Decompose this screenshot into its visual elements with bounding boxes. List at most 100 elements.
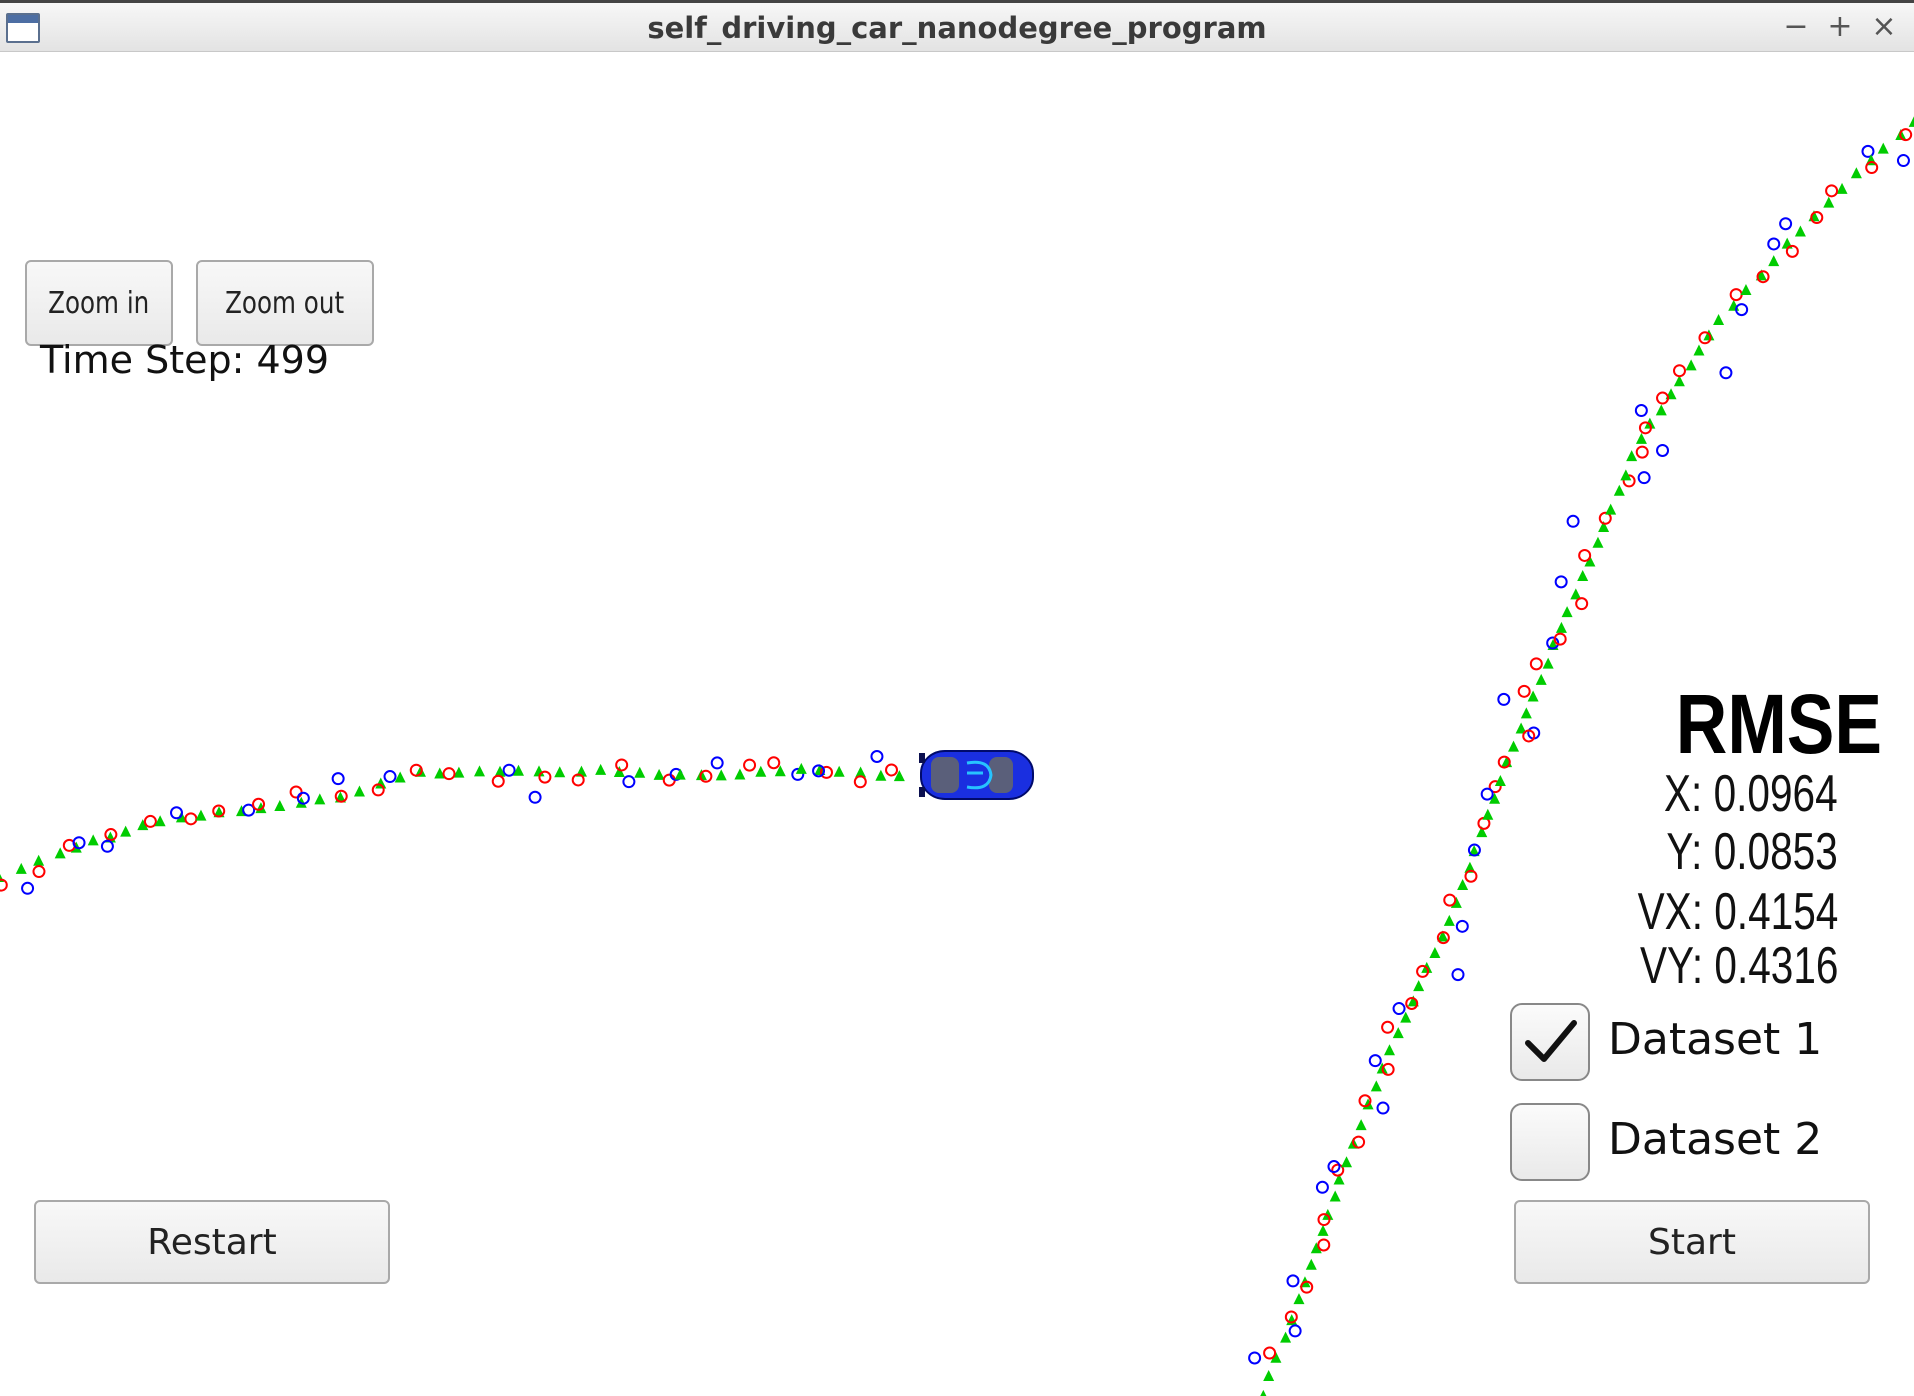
estimate-marker — [1429, 947, 1441, 959]
lidar-marker — [1698, 331, 1712, 345]
estimate-marker — [1605, 503, 1617, 515]
estimate-marker — [734, 768, 746, 780]
maximize-icon[interactable]: + — [1827, 9, 1853, 44]
estimate-marker — [394, 771, 406, 783]
estimate-marker — [1457, 878, 1469, 890]
estimate-marker — [875, 769, 887, 781]
estimate-marker — [595, 763, 607, 775]
estimate-marker — [1713, 313, 1725, 325]
estimate-marker — [1520, 707, 1532, 719]
lidar-marker — [1635, 445, 1649, 459]
dataset-1-checkbox[interactable] — [1510, 1003, 1590, 1081]
estimate-marker — [554, 766, 566, 778]
estimate-marker — [1598, 520, 1610, 532]
lidar-marker — [1656, 391, 1670, 405]
dataset-2-label: Dataset 2 — [1608, 1114, 1823, 1165]
lidar-marker — [491, 774, 505, 788]
start-button[interactable]: Start — [1514, 1200, 1870, 1284]
radar-marker — [242, 803, 256, 817]
estimate-marker — [1450, 896, 1462, 908]
radar-marker — [1719, 366, 1733, 380]
lidar-marker — [1443, 893, 1457, 907]
radar-marker — [1497, 692, 1511, 706]
estimate-marker — [1693, 344, 1705, 356]
lidar-marker — [1756, 270, 1770, 284]
estimate-marker — [1836, 182, 1848, 194]
lidar-marker — [571, 773, 585, 787]
estimate-marker — [314, 793, 326, 805]
estimate-marker — [1329, 1190, 1341, 1202]
rmse-vy-value: VY: 0.4316 — [1639, 937, 1838, 995]
lidar-marker — [1785, 244, 1799, 258]
dataset-2-checkbox[interactable] — [1510, 1103, 1590, 1181]
estimate-marker — [1494, 775, 1506, 787]
estimate-marker — [814, 764, 826, 776]
lidar-marker — [885, 763, 899, 777]
estimate-marker — [353, 785, 365, 797]
zoom-out-button[interactable]: Zoom out — [196, 260, 374, 346]
lidar-marker — [1810, 211, 1824, 225]
estimate-marker — [653, 768, 665, 780]
estimate-marker — [1392, 1027, 1404, 1039]
estimate-marker — [1644, 417, 1656, 429]
trajectory-plot — [0, 116, 1914, 1396]
rmse-x-value: X: 0.0964 — [1664, 765, 1838, 823]
title-bar[interactable]: self_driving_car_nanodegree_program − + … — [0, 0, 1914, 52]
estimate-marker — [1555, 621, 1567, 633]
estimate-marker — [195, 809, 207, 821]
estimate-marker — [613, 766, 625, 778]
estimate-marker — [1613, 484, 1625, 496]
lidar-marker — [1464, 869, 1478, 883]
estimate-marker — [1877, 142, 1889, 154]
restart-button[interactable]: Restart — [34, 1200, 390, 1284]
estimate-marker — [1384, 1044, 1396, 1056]
estimate-marker — [1333, 1173, 1345, 1185]
estimate-marker — [1413, 980, 1425, 992]
measurement-markers — [0, 116, 1914, 1396]
estimate-marker — [1527, 690, 1539, 702]
estimate-marker — [1341, 1156, 1353, 1168]
lidar-marker — [1529, 657, 1543, 671]
checkmark-icon — [1525, 1020, 1577, 1062]
estimate-marker — [1655, 404, 1667, 416]
lidar-marker — [1263, 1346, 1277, 1360]
lidar-marker — [1317, 1238, 1331, 1252]
estimate-marker — [1577, 569, 1589, 581]
radar-marker — [1896, 154, 1910, 168]
estimate-marker — [1592, 536, 1604, 548]
radar-marker — [1315, 1180, 1329, 1194]
minimize-icon[interactable]: − — [1783, 9, 1809, 44]
radar-marker — [1451, 968, 1465, 982]
radar-marker — [1248, 1351, 1262, 1365]
estimate-marker — [1437, 930, 1449, 942]
radar-marker — [296, 791, 310, 805]
close-icon[interactable]: × — [1871, 9, 1897, 44]
lidar-marker — [1729, 288, 1743, 302]
estimate-marker — [1561, 606, 1573, 618]
lidar-marker — [1865, 161, 1879, 175]
lidar-marker — [252, 797, 266, 811]
radar-marker — [1376, 1101, 1390, 1115]
lidar-marker — [184, 812, 198, 826]
estimate-marker — [1515, 722, 1527, 734]
radar-marker — [1554, 575, 1568, 589]
estimate-marker — [1270, 1351, 1282, 1363]
estimate-marker — [1794, 225, 1806, 237]
lidar-marker — [1598, 511, 1612, 525]
estimate-marker — [1740, 284, 1752, 296]
estimate-marker — [1685, 359, 1697, 371]
estimate-marker — [1823, 196, 1835, 208]
simulation-canvas[interactable]: Zoom in Zoom out Time Step: 499 RMSE X: … — [0, 52, 1914, 1396]
radar-marker — [1546, 636, 1560, 650]
lidar-marker — [371, 783, 385, 797]
window-title: self_driving_car_nanodegree_program — [647, 11, 1267, 45]
lidar-marker — [1381, 1020, 1395, 1034]
lidar-marker — [820, 765, 834, 779]
lidar-marker — [1522, 729, 1536, 743]
estimate-marker — [1850, 167, 1862, 179]
lidar-marker — [1575, 597, 1589, 611]
zoom-in-button[interactable]: Zoom in — [25, 260, 173, 346]
radar-marker — [1368, 1054, 1382, 1068]
estimate-marker — [33, 854, 45, 866]
